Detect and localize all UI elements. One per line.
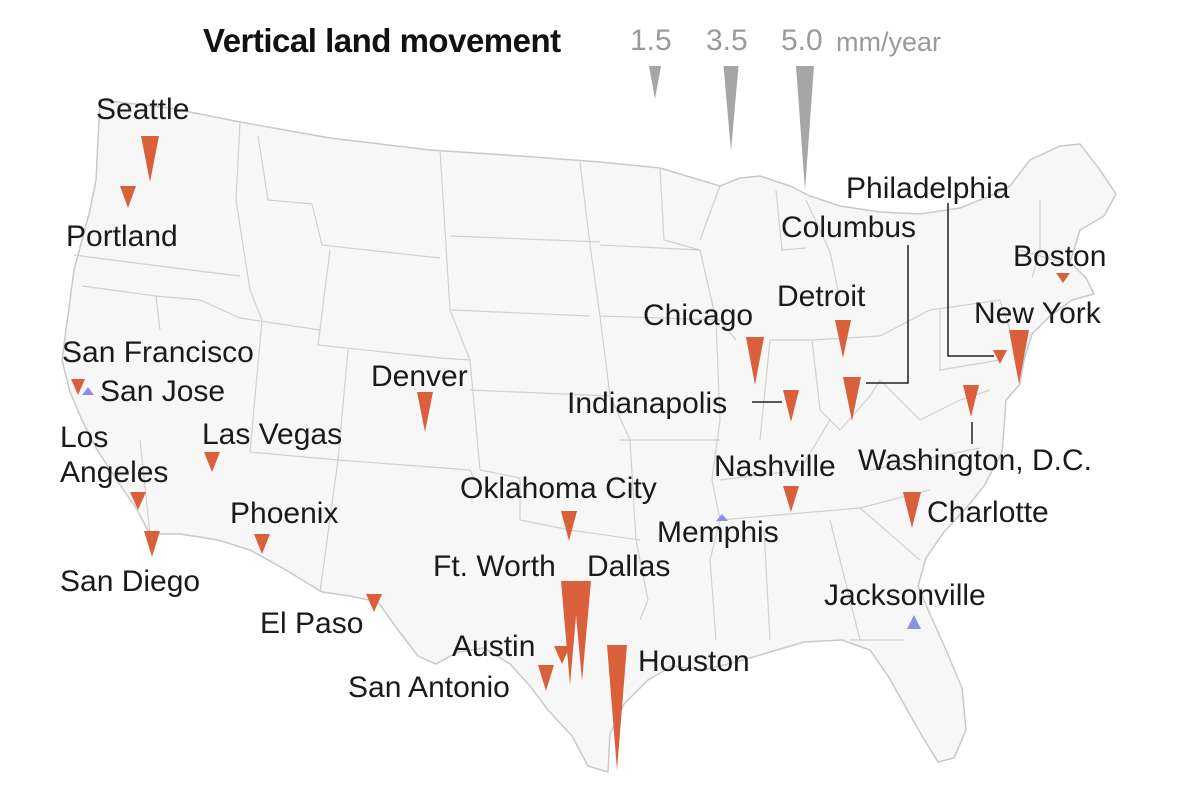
label-san-francisco: San Francisco <box>62 336 254 369</box>
marker-charlotte <box>903 492 921 528</box>
state-borders <box>73 121 1061 641</box>
marker-seattle <box>141 136 159 182</box>
marker-new-york <box>1009 330 1029 384</box>
marker-philadelphia <box>993 350 1007 364</box>
label-new-york: New York <box>974 297 1101 330</box>
leader-philadelphia <box>947 203 994 357</box>
marker-las-vegas <box>204 452 220 472</box>
label-san-diego: San Diego <box>60 565 201 598</box>
label-seattle: Seattle <box>96 93 190 126</box>
marker-portland <box>120 186 136 208</box>
label-chicago: Chicago <box>643 299 754 332</box>
legend-label-3-5: 3.5 <box>706 24 748 57</box>
marker-el-paso <box>366 594 382 612</box>
marker-san-diego <box>144 531 160 557</box>
label-el-paso: El Paso <box>260 607 364 640</box>
marker-houston <box>607 645 627 770</box>
label-jacksonville: Jacksonville <box>824 579 986 612</box>
leader-columbus <box>866 245 909 384</box>
label-portland: Portland <box>66 220 178 253</box>
label-las-vegas: Las Vegas <box>202 418 343 451</box>
marker-san-antonio <box>538 665 554 691</box>
label-indianapolis: Indianapolis <box>567 387 728 420</box>
label-memphis: Memphis <box>657 516 779 549</box>
marker-austin <box>554 646 570 664</box>
marker-detroit <box>835 320 851 358</box>
legend-marker-1-5 <box>649 66 661 99</box>
label-austin: Austin <box>452 630 536 663</box>
marker-oklahoma-city <box>561 511 577 541</box>
marker-nashville <box>783 486 799 512</box>
label-san-antonio: San Antonio <box>348 671 510 704</box>
map-title: Vertical land movement <box>203 22 561 59</box>
marker-memphis <box>716 514 728 521</box>
label-nashville: Nashville <box>714 450 836 483</box>
label-dallas: Dallas <box>587 550 671 583</box>
label-boston: Boston <box>1013 240 1107 273</box>
legend-marker-3-5 <box>723 66 739 151</box>
marker-los-angeles <box>130 492 146 510</box>
marker-washington-dc <box>963 385 979 417</box>
marker-ft-worth <box>561 581 579 685</box>
label-houston: Houston <box>638 645 750 678</box>
leader-lines <box>752 203 994 444</box>
marker-phoenix <box>254 534 270 554</box>
label-detroit: Detroit <box>777 280 866 313</box>
marker-boston <box>1056 273 1070 283</box>
label-los-angeles-2: Angeles <box>60 456 169 489</box>
label-charlotte: Charlotte <box>927 496 1049 529</box>
us-land <box>61 99 1117 773</box>
label-columbus: Columbus <box>781 211 917 244</box>
marker-denver <box>417 392 433 432</box>
legend-label-5-0: 5.0 <box>781 24 823 57</box>
legend-marker-5-0 <box>796 66 814 190</box>
marker-columbus <box>843 377 861 421</box>
label-washington-dc: Washington, D.C. <box>858 444 1092 477</box>
legend-label-1-5: 1.5 <box>630 24 672 57</box>
label-denver: Denver <box>371 360 468 393</box>
movement-markers <box>71 66 1070 770</box>
label-los-angeles-1: Los <box>60 421 109 454</box>
label-ft-worth: Ft. Worth <box>433 550 556 583</box>
label-philadelphia: Philadelphia <box>846 172 1010 205</box>
marker-san-francisco <box>71 379 85 395</box>
marker-dallas <box>573 581 591 681</box>
marker-san-jose <box>82 387 94 395</box>
marker-jacksonville <box>907 615 921 629</box>
label-phoenix: Phoenix <box>230 497 339 530</box>
marker-chicago <box>746 337 764 385</box>
label-san-jose: San Jose <box>100 375 226 408</box>
marker-indianapolis <box>783 390 799 422</box>
label-oklahoma-city: Oklahoma City <box>460 472 657 505</box>
legend-unit: mm/year <box>836 27 942 57</box>
